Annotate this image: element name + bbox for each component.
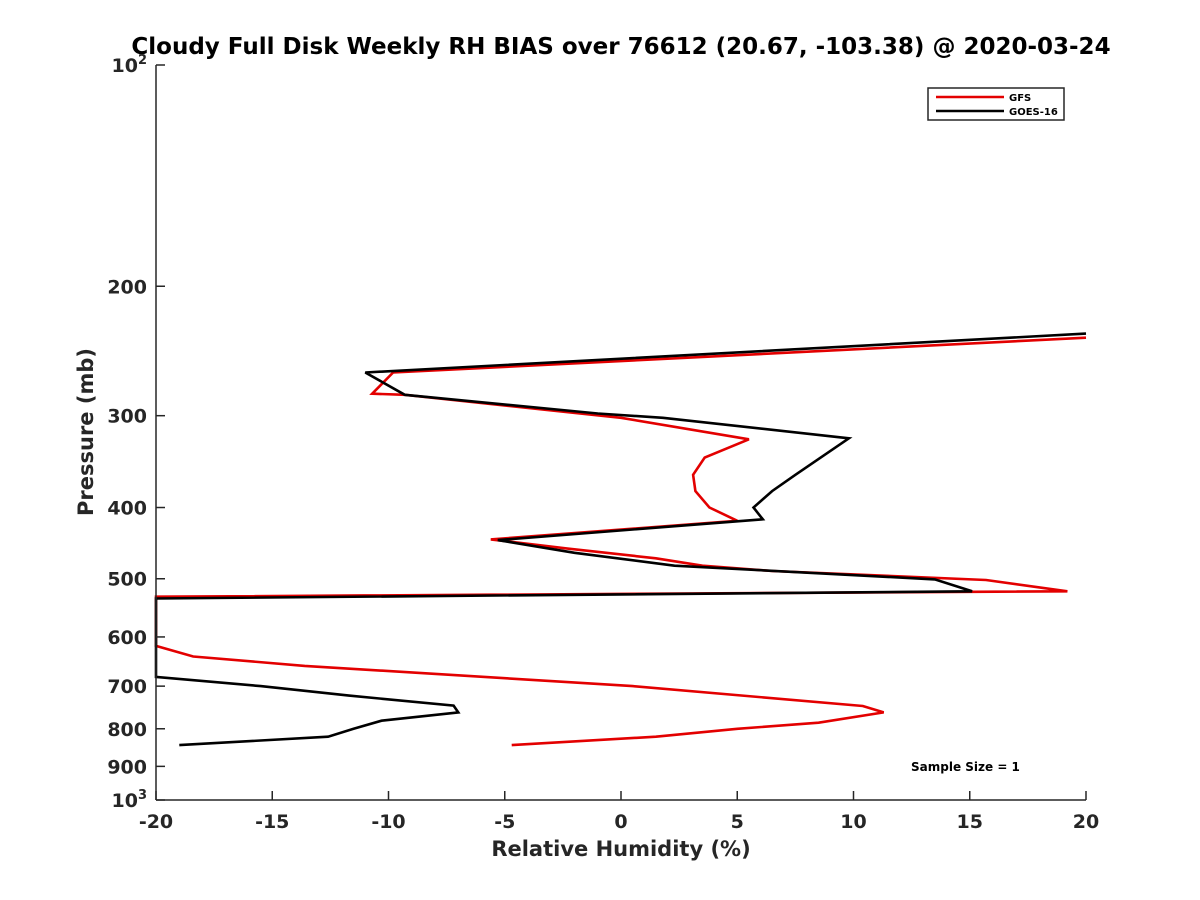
plot-area xyxy=(154,332,1087,747)
x-tick-label: 20 xyxy=(1073,811,1099,833)
chart-title: Cloudy Full Disk Weekly RH BIAS over 766… xyxy=(131,34,1110,60)
y-axis-ticks: 102 200 300 400 500 600 700 800 900 103 xyxy=(107,53,165,812)
y-tick-label: 700 xyxy=(107,676,147,698)
x-tick-label: -15 xyxy=(255,811,289,833)
axes: -20 -15 -10 -5 0 5 10 15 20 102 200 300 400 500 600 70… xyxy=(107,53,1099,833)
y-tick-label: 200 xyxy=(107,276,147,298)
y-axis-label: Pressure (mb) xyxy=(74,348,98,516)
legend: GFS GOES-16 xyxy=(927,87,1065,121)
legend-label-goes16: GOES-16 xyxy=(1009,107,1058,118)
legend-box xyxy=(927,87,1065,121)
x-tick-label: 10 xyxy=(840,811,866,833)
y-tick-label: 800 xyxy=(107,719,147,741)
x-tick-label: 15 xyxy=(957,811,983,833)
y-tick-label: 103 xyxy=(112,788,148,812)
y-tick-label: 102 xyxy=(112,53,148,77)
x-tick-label: -10 xyxy=(371,811,405,833)
y-tick-label: 400 xyxy=(107,498,147,520)
sample-size-annotation: Sample Size = 1 xyxy=(911,760,1020,774)
y-tick-label: 500 xyxy=(107,569,147,591)
y-tick-label: 300 xyxy=(107,406,147,428)
x-tick-label: 5 xyxy=(731,811,744,833)
x-axis-ticks: -20 -15 -10 -5 0 5 10 15 20 xyxy=(139,791,1099,833)
y-tick-label: 600 xyxy=(107,627,147,649)
x-tick-label: -20 xyxy=(139,811,173,833)
x-axis-label: Relative Humidity (%) xyxy=(491,837,750,861)
legend-label-gfs: GFS xyxy=(1009,93,1031,104)
x-tick-label: 0 xyxy=(614,811,627,833)
y-tick-label: 900 xyxy=(107,756,147,778)
series-line-goes16 xyxy=(154,332,1087,747)
series-line-gfs xyxy=(154,336,1087,747)
x-tick-label: -5 xyxy=(494,811,515,833)
